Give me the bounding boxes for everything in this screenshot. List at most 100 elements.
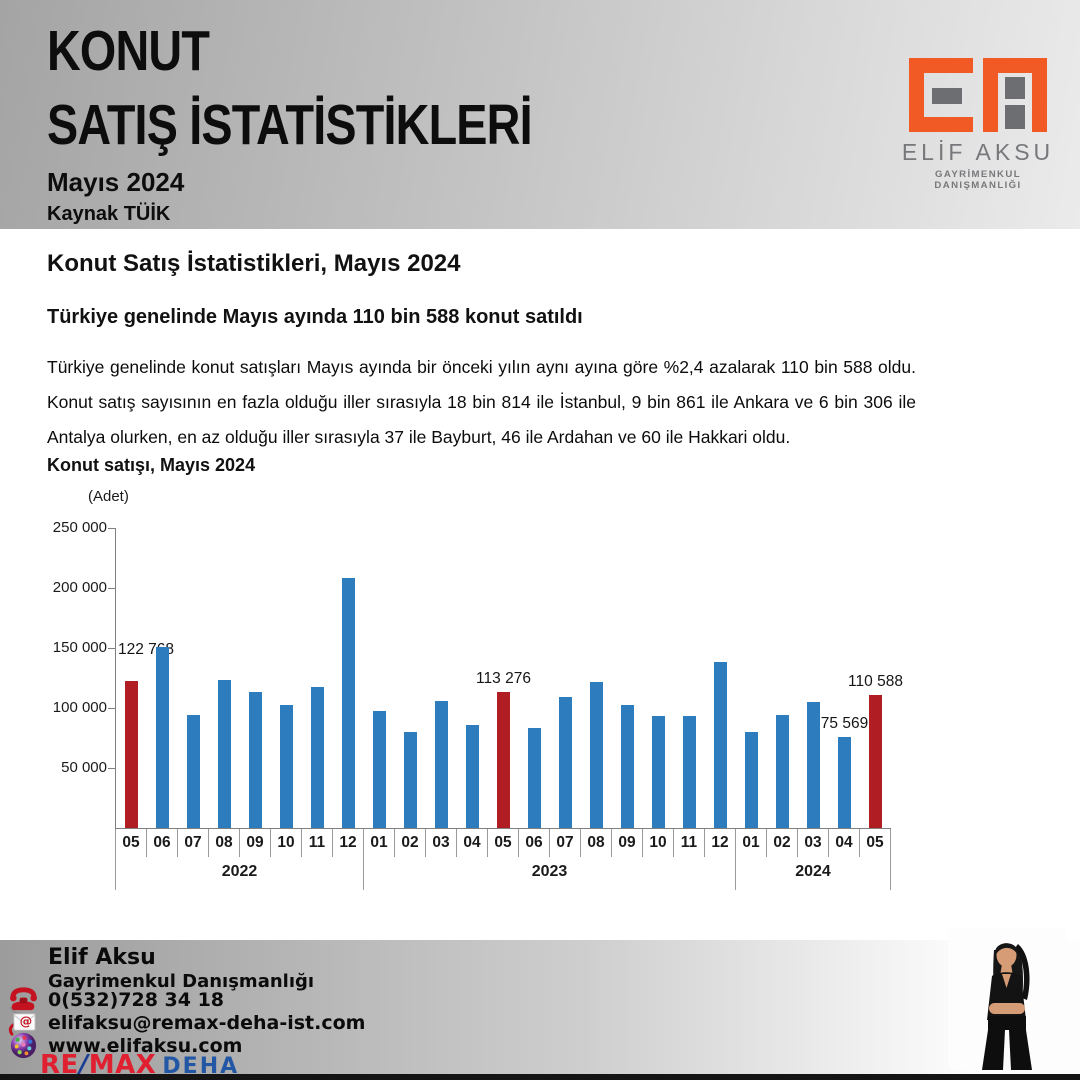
bar-2022-08 (218, 679, 231, 828)
bar-cell (736, 528, 767, 828)
month-label: 03 (426, 829, 457, 857)
chart-month-axis: 05 06 07 08 09 10 11 12 01 02 03 04 05 06 07 08 09 10 11 12… (115, 829, 891, 857)
year-label-2024: 2024 (736, 857, 891, 890)
month-label: 10 (643, 829, 674, 857)
month-label: 05 (860, 829, 891, 857)
month-label: 09 (612, 829, 643, 857)
agency-logo: ELİF AKSU GAYRİMENKUL DANIŞMANLIĞI (898, 58, 1058, 191)
ytick-mark (108, 768, 115, 769)
month-label: 10 (271, 829, 302, 857)
bar-cell (612, 528, 643, 828)
logo-letter-e-icon (909, 58, 973, 132)
month-label: 02 (395, 829, 426, 857)
housing-sales-bar-chart: 250 000 200 000 150 000 100 000 50 000 122 7… (47, 519, 907, 898)
bar-cell: 110 588 (848, 528, 903, 828)
bar-cell (395, 528, 426, 828)
bar-2023-12 (714, 661, 727, 828)
phone-number[interactable]: 0(532)728 34 18 (48, 988, 225, 1011)
report-period: Mayıs 2024 (47, 167, 185, 197)
bar-cell: 75 569 (821, 528, 868, 828)
bar-2024-05 (869, 695, 882, 828)
header-banner: KONUT SATIŞ İSTATİSTİKLERİ Mayıs 2024 Ka… (0, 0, 1080, 229)
svg-text:@: @ (20, 1013, 33, 1028)
month-label: 02 (767, 829, 798, 857)
bottom-accent-bar (0, 1074, 1080, 1080)
phone-row: 0(532)728 34 18 (8, 984, 224, 1015)
bar-2023-07 (559, 696, 572, 828)
bar-2023-11 (683, 715, 696, 828)
bar-cell (333, 528, 364, 828)
bar-2022-11 (311, 686, 324, 828)
month-label: 05 (116, 829, 147, 857)
ytick-label: 100 000 (52, 699, 107, 716)
bar-value-label: 75 569 (820, 715, 869, 733)
bar-2022-05 (125, 680, 138, 828)
page-title-line1: KONUT (47, 19, 210, 83)
month-label: 12 (705, 829, 736, 857)
logo-letter-e-bar (932, 88, 962, 104)
bar-cell (178, 528, 209, 828)
agency-tagline: GAYRİMENKUL DANIŞMANLIĞI (934, 169, 1022, 191)
month-label: 06 (519, 829, 550, 857)
month-label: 09 (240, 829, 271, 857)
ytick-label: 200 000 (52, 579, 107, 596)
agency-logo-monogram (898, 58, 1058, 132)
month-label: 03 (798, 829, 829, 857)
month-label: 08 (581, 829, 612, 857)
page-title: KONUT SATIŞ İSTATİSTİKLERİ (47, 14, 533, 162)
agent-name: Elif Aksu (48, 945, 156, 970)
logo-letter-a-icon (983, 58, 1047, 132)
bar-cell (426, 528, 457, 828)
bar-2023-02 (404, 732, 417, 828)
email-row: @ elifaksu@remax-deha-ist.com (8, 1007, 365, 1038)
agent-photo (948, 928, 1066, 1070)
bar-cell (767, 528, 798, 828)
month-label: 01 (736, 829, 767, 857)
chart-plot: 122 768 113 276 75 569 110 588 (115, 528, 903, 829)
ytick-label: 150 000 (52, 639, 107, 656)
page-title-line2: SATIŞ İSTATİSTİKLERİ (47, 93, 533, 157)
bar-2023-01 (373, 710, 386, 828)
ytick-mark (108, 708, 115, 709)
bar-2022-12 (342, 578, 355, 828)
bar-2023-04 (466, 725, 479, 828)
year-label-2023: 2023 (364, 857, 736, 890)
phone-icon (9, 987, 37, 1014)
bar-2023-10 (652, 715, 665, 828)
logo-letter-a-dot-bottom (1005, 105, 1025, 129)
ytick-mark (108, 648, 115, 649)
data-source: Kaynak TÜİK (47, 203, 171, 225)
bar-cell: 113 276 (476, 528, 531, 828)
bar-cell (209, 528, 240, 828)
month-label: 07 (178, 829, 209, 857)
month-label: 08 (209, 829, 240, 857)
article-subheading: Türkiye genelinde Mayıs ayında 110 bin 5… (47, 306, 583, 328)
website-url[interactable]: www.elifaksu.com (48, 1034, 243, 1057)
email-icon: @ (8, 1013, 36, 1036)
contact-footer: Elif Aksu Gayrimenkul Danışmanlığı 0(532… (0, 928, 1080, 1080)
bar-2022-06 (156, 647, 169, 828)
month-label: 04 (457, 829, 488, 857)
month-label: 11 (302, 829, 333, 857)
bar-2024-01 (745, 731, 758, 828)
globe-icon (10, 1032, 37, 1059)
month-label: 06 (147, 829, 178, 857)
bar-2022-10 (280, 704, 293, 828)
article-heading: Konut Satış İstatistikleri, Mayıs 2024 (47, 250, 461, 277)
ytick-label: 250 000 (52, 519, 107, 536)
agency-name: ELİF AKSU (901, 139, 1055, 165)
ytick-mark (108, 528, 115, 529)
bar-cell (550, 528, 581, 828)
bar-cell (240, 528, 271, 828)
bar-2023-05 (497, 692, 510, 828)
brand-slash: / (78, 1050, 89, 1080)
bar-2023-06 (528, 727, 541, 828)
bar-cell (271, 528, 302, 828)
bar-cell (581, 528, 612, 828)
bar-value-label: 113 276 (476, 670, 531, 688)
bar-2023-03 (435, 701, 448, 828)
email-address[interactable]: elifaksu@remax-deha-ist.com (48, 1011, 366, 1034)
month-label: 12 (333, 829, 364, 857)
bar-2024-04 (838, 737, 851, 828)
